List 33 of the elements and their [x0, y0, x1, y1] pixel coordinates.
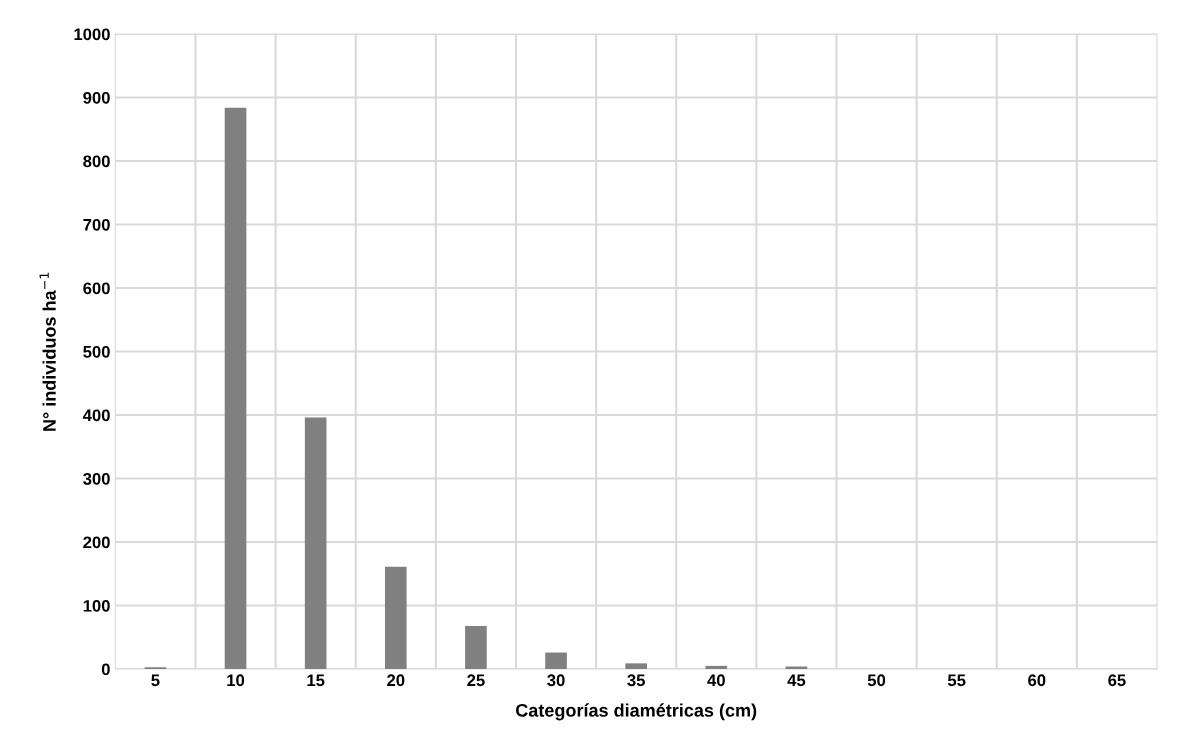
- y-tick-label: 700: [83, 218, 110, 231]
- y-tick-label: 900: [83, 91, 110, 104]
- y-axis-title: N° individuos ha$^{−1}$: [39, 272, 56, 431]
- x-tick-label: 55: [947, 674, 966, 687]
- x-tick-label: 10: [227, 674, 245, 687]
- x-tick-label: 25: [467, 674, 485, 687]
- bar: [465, 625, 487, 670]
- y-tick-label: 200: [83, 536, 110, 549]
- y-tick-label: 0: [101, 663, 110, 676]
- x-tick-label: 35: [627, 674, 645, 687]
- y-tick-label: 800: [83, 155, 110, 168]
- x-tick-label: 30: [547, 674, 565, 687]
- x-tick-label: 15: [307, 674, 325, 687]
- x-tick-label: 60: [1028, 674, 1046, 687]
- x-tick-label: 45: [787, 674, 806, 687]
- bar: [384, 566, 407, 670]
- x-tick-label: 20: [387, 674, 405, 687]
- x-tick-label: 40: [707, 674, 725, 687]
- y-tick-label: 300: [83, 472, 110, 485]
- y-tick-label: 600: [83, 282, 110, 295]
- y-tick-label: 400: [82, 409, 110, 422]
- y-tick-label: 500: [83, 345, 110, 358]
- bar: [545, 652, 567, 670]
- bar: [304, 417, 327, 670]
- y-tick-label: 1000: [74, 28, 110, 41]
- bar: [705, 665, 728, 670]
- x-tick-label: 5: [151, 674, 160, 687]
- y-tick-label: 100: [83, 599, 110, 612]
- x-tick-label: 50: [867, 674, 886, 687]
- x-tick-label: 65: [1108, 674, 1126, 687]
- bar: [625, 663, 647, 670]
- x-axis-title: Categorías diamétricas (cm): [516, 703, 757, 721]
- bar: [224, 107, 247, 670]
